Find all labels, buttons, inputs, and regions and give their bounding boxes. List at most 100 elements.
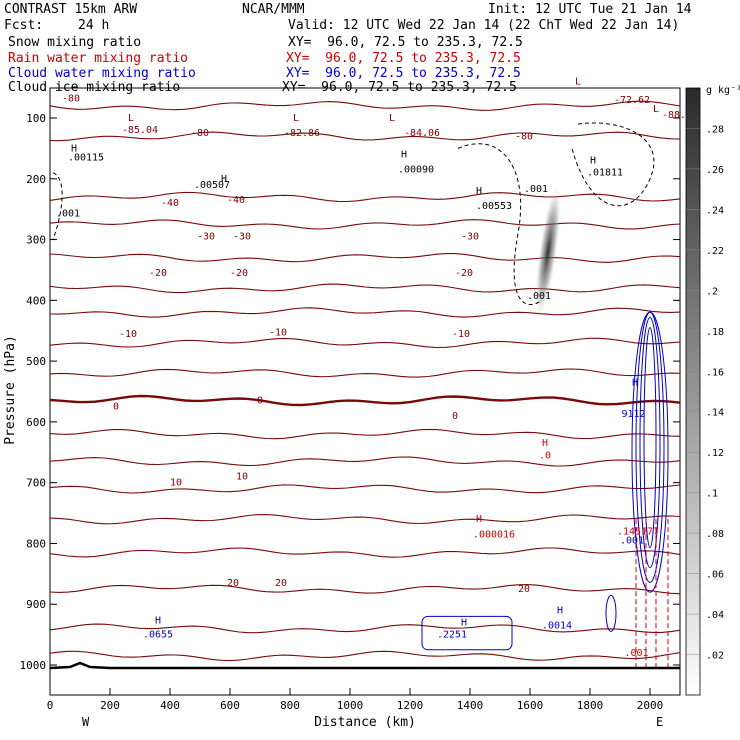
colorbar-tick-label: .1 bbox=[706, 489, 718, 500]
temperature-contour bbox=[49, 484, 681, 494]
contour-value-label: -10 bbox=[452, 329, 470, 340]
temperature-contour bbox=[49, 191, 681, 203]
cloud-ice-contour bbox=[52, 172, 63, 240]
y-tick-label: 100 bbox=[26, 112, 46, 125]
legend-snow-xy: XY= 96.0, 72.5 to 235.3, 72.5 bbox=[288, 35, 523, 50]
model-title: CONTRAST 15km ARW bbox=[4, 2, 138, 17]
contour-value-label: -72.62 bbox=[614, 95, 650, 106]
colorbar-tick-label: .02 bbox=[706, 651, 724, 662]
contour-value-label: 9112 bbox=[621, 409, 645, 420]
colorbar-tick-label: .18 bbox=[706, 327, 724, 338]
contour-value-label: 10 bbox=[170, 478, 182, 489]
extremum-marker: L bbox=[653, 104, 659, 115]
contour-value-label: -30 bbox=[233, 232, 251, 243]
contour-value-label: 20 bbox=[227, 578, 239, 589]
temperature-contour bbox=[49, 584, 681, 595]
colorbar-tick-label: .16 bbox=[706, 367, 724, 378]
colorbar-unit: g kg⁻¹ bbox=[706, 85, 740, 96]
temperature-contour bbox=[49, 394, 681, 407]
contour-value-label: -88. bbox=[662, 110, 686, 121]
colorbar-tick-label: .24 bbox=[706, 205, 724, 216]
y-tick-label: 900 bbox=[26, 598, 46, 611]
y-axis-title: Pressure (hPa) bbox=[3, 335, 18, 445]
y-tick-label: 1000 bbox=[20, 659, 47, 672]
contour-value-label: -20 bbox=[149, 268, 167, 279]
colorbar-tick-label: .14 bbox=[706, 408, 724, 419]
contour-value-label: -82.86 bbox=[284, 128, 320, 139]
temperature-contour bbox=[49, 623, 681, 634]
contour-value-label: .001 bbox=[527, 291, 551, 302]
temperature-contour bbox=[49, 456, 681, 467]
snow-shading bbox=[535, 185, 561, 318]
x-tick-label: 1200 bbox=[397, 699, 424, 712]
temperature-contour bbox=[49, 307, 681, 318]
x-tick-label: 800 bbox=[280, 699, 300, 712]
cloud-water-contour bbox=[639, 316, 661, 568]
contour-value-label: -84.06 bbox=[404, 128, 440, 139]
extremum-marker: L bbox=[293, 113, 299, 124]
x-tick-label: 2000 bbox=[637, 699, 664, 712]
extremum-marker: L bbox=[575, 77, 581, 88]
temperature-contours bbox=[49, 100, 681, 662]
extremum-marker: H bbox=[590, 156, 596, 167]
cloud-ice-contour bbox=[457, 143, 543, 305]
x-tick-label: 1000 bbox=[337, 699, 364, 712]
contour-value-label: 10 bbox=[236, 472, 248, 483]
contour-value-label: .00090 bbox=[398, 165, 434, 176]
x-tick-label: 1400 bbox=[457, 699, 484, 712]
snow-max-shading bbox=[535, 185, 561, 318]
temperature-contour bbox=[49, 100, 681, 111]
colorbar-tick-label: .04 bbox=[706, 610, 724, 621]
contour-value-label: 0 bbox=[257, 396, 263, 407]
temperature-contour bbox=[49, 650, 681, 662]
x-tick-label: 1800 bbox=[577, 699, 604, 712]
temperature-contour bbox=[49, 131, 681, 142]
cloud-contours bbox=[52, 122, 669, 672]
legend-cloudwater-xy: XY= 96.0, 72.5 to 235.3, 72.5 bbox=[286, 66, 521, 81]
cloud-water-contour bbox=[643, 327, 657, 549]
contour-value-label: -30 bbox=[197, 232, 215, 243]
contour-value-label: .0 bbox=[539, 450, 551, 461]
contour-value-label: 0 bbox=[113, 402, 119, 413]
temperature-contour bbox=[49, 514, 681, 525]
extremum-marker: H bbox=[632, 377, 638, 388]
x-end-right-label: E bbox=[656, 715, 663, 729]
contour-value-label: 20 bbox=[275, 578, 287, 589]
x-end-left-label: W bbox=[82, 715, 90, 729]
extremum-marker: L bbox=[128, 113, 134, 124]
contour-value-label: -80 bbox=[62, 94, 80, 105]
colorbar-tick-label: .2 bbox=[706, 286, 718, 297]
contour-value-label: -40 bbox=[227, 195, 245, 206]
y-tick-label: 400 bbox=[26, 294, 46, 307]
temperature-contour bbox=[49, 428, 681, 440]
x-axis-title: Distance (km) bbox=[314, 715, 416, 730]
contour-value-label: .01811 bbox=[587, 168, 623, 179]
y-tick-label: 800 bbox=[26, 537, 46, 550]
temperature-contour bbox=[49, 337, 681, 349]
forecast-hours: 24 h bbox=[78, 18, 110, 33]
contour-value-label: .00115 bbox=[68, 153, 104, 164]
extremum-marker: H bbox=[542, 438, 548, 449]
cloud-water-contour bbox=[631, 311, 669, 593]
y-tick-label: 700 bbox=[26, 477, 46, 490]
contour-value-label: 20 bbox=[518, 584, 530, 595]
axis-ticks: 0 200 400 600 800 1000 1200 1400 1600 1800 2000100… bbox=[20, 112, 680, 712]
extremum-marker: H bbox=[221, 174, 227, 185]
contour-value-label: .001 bbox=[620, 535, 644, 546]
contour-value-label: .00507 bbox=[194, 180, 230, 191]
contour-value-label: .001 bbox=[624, 648, 648, 659]
legend-rain-label: Rain water mixing ratio bbox=[8, 51, 189, 66]
colorbar-tick-label: .28 bbox=[706, 124, 724, 135]
contour-value-label: -80 bbox=[515, 131, 533, 142]
contour-value-label: .00553 bbox=[476, 201, 512, 212]
colorbar-tick-label: .26 bbox=[706, 165, 724, 176]
y-tick-label: 600 bbox=[26, 416, 46, 429]
legend-snow-label: Snow mixing ratio bbox=[8, 35, 142, 50]
contour-labels: -80 -85.04 -80 -82.86 -84.06 -80 -72.62 -88. -30… bbox=[56, 77, 686, 659]
contour-value-label: -10 bbox=[119, 329, 137, 340]
contour-value-label: -80 bbox=[191, 128, 209, 139]
cloud-water-contour bbox=[605, 594, 617, 632]
extremum-marker: H bbox=[71, 143, 77, 154]
contour-value-label: .0655 bbox=[143, 630, 173, 641]
